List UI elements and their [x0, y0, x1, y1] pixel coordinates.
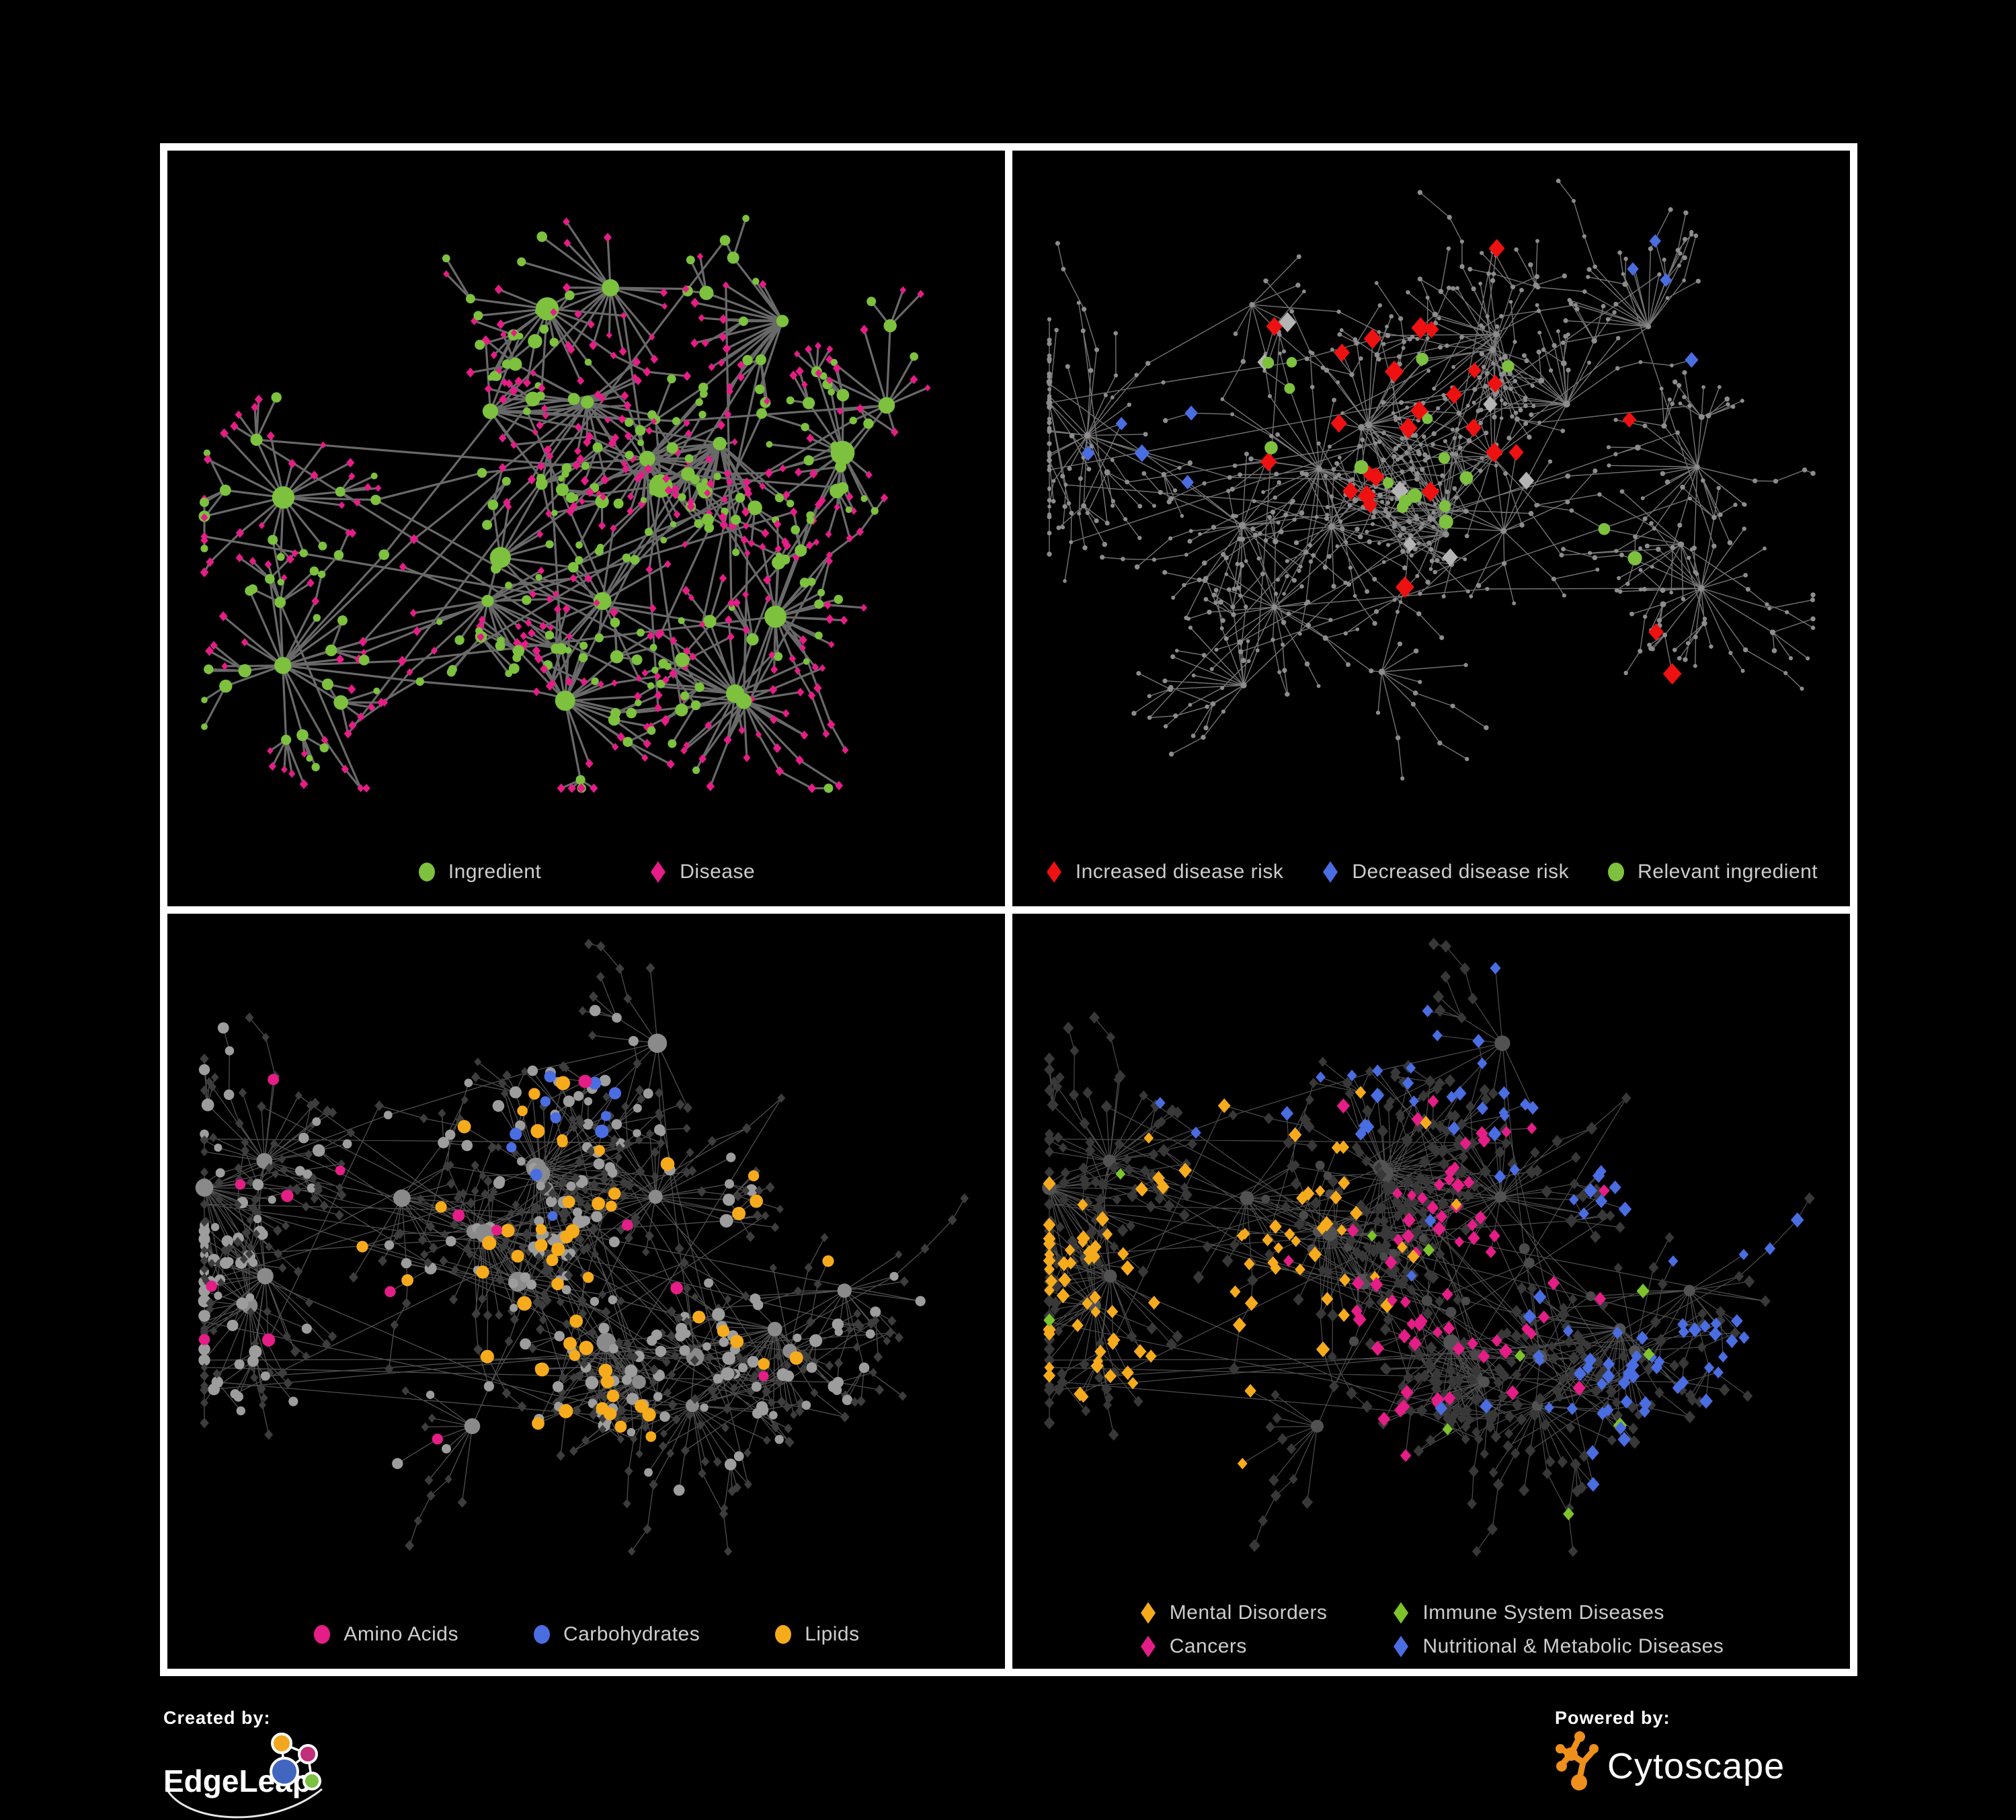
legend-item: Ingredient	[417, 861, 541, 883]
legend-label: Cancers	[1169, 1635, 1247, 1657]
legend-label: Increased disease risk	[1075, 860, 1284, 883]
cytoscape-logo-text: Cytoscape	[1607, 1746, 1785, 1786]
legend-marker-circle	[533, 1625, 550, 1644]
edgeleap-logo-nodes	[270, 1733, 321, 1790]
edgeleap-logo: EdgeLeap	[163, 1733, 323, 1819]
legend-label: Mental Disorders	[1169, 1601, 1328, 1624]
legend-marker-diamond	[1323, 861, 1338, 883]
legend-marker-circle	[418, 862, 435, 881]
legend-label: Immune System Diseases	[1422, 1601, 1664, 1624]
ingredient-disease-network	[198, 214, 931, 793]
legend-item: Disease	[649, 861, 755, 883]
legend-item: Amino Acids	[313, 1623, 458, 1646]
cytoscape-logo: Cytoscape	[1556, 1731, 1785, 1790]
ingredient-disease-legend: Ingredient Disease	[167, 861, 1005, 883]
legend-marker-circle	[314, 1625, 331, 1644]
created-by-label: Created by:	[163, 1708, 271, 1728]
legend-marker-diamond	[651, 861, 666, 883]
nutrient-classes-legend: Amino Acids Carbohydrates Lipids	[167, 1623, 1005, 1646]
panel-disease-risk: Increased disease risk Decreased disease …	[1012, 151, 1850, 906]
legend-marker-diamond	[1140, 1602, 1156, 1624]
legend-marker-circle	[1608, 862, 1625, 881]
network-edges	[203, 218, 928, 790]
disease-risk-network	[1046, 178, 1816, 781]
legend-marker-diamond	[1394, 1602, 1409, 1624]
legend-item: Cancers	[1139, 1635, 1328, 1658]
legend-label: Carbohydrates	[563, 1623, 700, 1645]
legend-item: Decreased disease risk	[1321, 861, 1569, 883]
panel-disease-classes: Mental Disorders Immune System Diseases Ca…	[1012, 913, 1850, 1669]
panel-ingredient-disease: Ingredient Disease	[167, 151, 1005, 906]
legend-item: Relevant ingredient	[1607, 861, 1818, 883]
legend-item: Lipids	[774, 1623, 859, 1646]
nutrient-classes-network	[195, 938, 969, 1556]
disease-classes-network	[1042, 937, 1815, 1557]
network-nodes	[195, 938, 969, 1556]
legend-marker-diamond	[1140, 1636, 1156, 1657]
legend-label: Amino Acids	[344, 1623, 458, 1645]
network-nodes	[1042, 937, 1815, 1557]
panel-nutrient-classes: Amino Acids Carbohydrates Lipids	[167, 913, 1005, 1669]
legend-item: Increased disease risk	[1045, 861, 1283, 883]
legend-label: Nutritional & Metabolic Diseases	[1422, 1635, 1724, 1657]
legend-marker-diamond	[1046, 861, 1061, 883]
edgeleap-swoosh	[165, 1787, 323, 1819]
powered-by-block: Powered by: Cytoscape	[1555, 1708, 1837, 1807]
legend-marker-circle	[775, 1625, 792, 1644]
legend-item: Nutritional & Metabolic Diseases	[1392, 1635, 1724, 1658]
legend-item: Mental Disorders	[1139, 1601, 1328, 1624]
created-by-block: Created by: EdgeLeap	[163, 1708, 540, 1820]
legend-label: Decreased disease risk	[1352, 860, 1570, 883]
legend-label: Disease	[680, 860, 756, 883]
legend-label: Ingredient	[448, 860, 542, 883]
legend-item: Carbohydrates	[532, 1623, 700, 1646]
legend-label: Relevant ingredient	[1638, 860, 1818, 883]
cytoscape-logo-nodes	[1556, 1731, 1599, 1790]
panels-frame: Ingredient Disease Increased disease risk…	[160, 143, 1857, 1676]
network-nodes	[198, 214, 931, 793]
cytoscape-logo-edges	[1558, 1735, 1597, 1782]
powered-by-label: Powered by:	[1555, 1708, 1670, 1728]
legend-item: Immune System Diseases	[1392, 1601, 1724, 1624]
network-edges	[1049, 180, 1814, 779]
legend-marker-diamond	[1394, 1636, 1409, 1657]
disease-classes-legend: Mental Disorders Immune System Diseases Ca…	[1012, 1601, 1850, 1658]
network-nodes	[1046, 178, 1816, 781]
legend-label: Lipids	[805, 1623, 860, 1645]
disease-risk-legend: Increased disease risk Decreased disease …	[1012, 861, 1850, 883]
